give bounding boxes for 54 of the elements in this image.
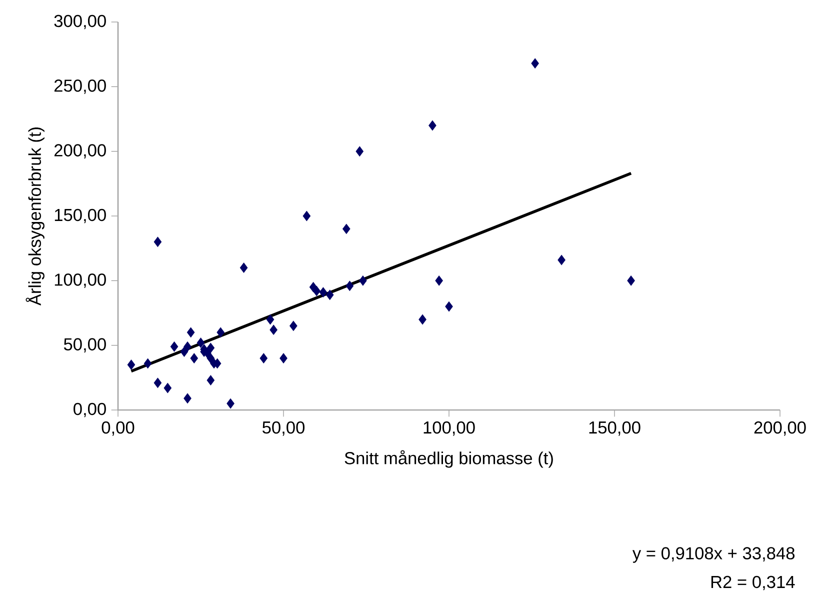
- point: [226, 398, 234, 409]
- point: [266, 314, 274, 325]
- x-axis-title: Snitt månedlig biomasse (t): [344, 450, 553, 468]
- y-tick-label: 100,00: [54, 274, 106, 288]
- point: [206, 342, 215, 353]
- text: y = 0,9108x + 33,848: [632, 547, 795, 563]
- x-tick-label: 200,00: [754, 421, 806, 436]
- point: [342, 224, 350, 234]
- point: [184, 342, 192, 352]
- x-tick-label: 50,00: [262, 421, 305, 436]
- x-tick-label: 0,00: [102, 421, 134, 436]
- point: [359, 276, 367, 286]
- y-tick-label: 250,00: [54, 80, 106, 94]
- x-tick-label: 150,00: [589, 421, 640, 436]
- point: [164, 382, 172, 394]
- point: [418, 314, 426, 325]
- point: [302, 210, 311, 222]
- x-tick-label: 100,00: [424, 421, 475, 436]
- point: [206, 375, 215, 386]
- point: [190, 353, 198, 364]
- point: [127, 360, 136, 370]
- point: [356, 146, 364, 156]
- y-tick-label: 0,00: [74, 402, 106, 418]
- y-tick-label: 200,00: [54, 144, 106, 158]
- y-tick-label: 150,00: [54, 208, 106, 224]
- point: [240, 262, 248, 273]
- point: [428, 120, 436, 131]
- y-axis-title: Årlig oksygenforbruk (t): [26, 128, 44, 306]
- point: [290, 320, 298, 332]
- point: [154, 236, 162, 247]
- point: [435, 276, 443, 286]
- point: [319, 287, 328, 298]
- point: [186, 327, 195, 338]
- point: [180, 346, 188, 357]
- point: [216, 327, 224, 338]
- y-tick-label: 50,00: [64, 338, 106, 352]
- point: [346, 280, 354, 291]
- point: [280, 353, 288, 364]
- point: [627, 276, 635, 286]
- point: [312, 286, 320, 296]
- point: [170, 342, 178, 352]
- point: [184, 393, 192, 404]
- point: [196, 338, 205, 348]
- point: [260, 353, 268, 364]
- point: [206, 353, 215, 364]
- point: [154, 378, 162, 388]
- y-tick-label: 300,00: [54, 14, 106, 30]
- point: [445, 301, 453, 312]
- point: [270, 324, 278, 335]
- point: [558, 254, 566, 266]
- point: [531, 58, 539, 68]
- text: R2 = 0,314: [711, 576, 795, 590]
- point: [326, 290, 334, 300]
- point: [144, 358, 152, 369]
